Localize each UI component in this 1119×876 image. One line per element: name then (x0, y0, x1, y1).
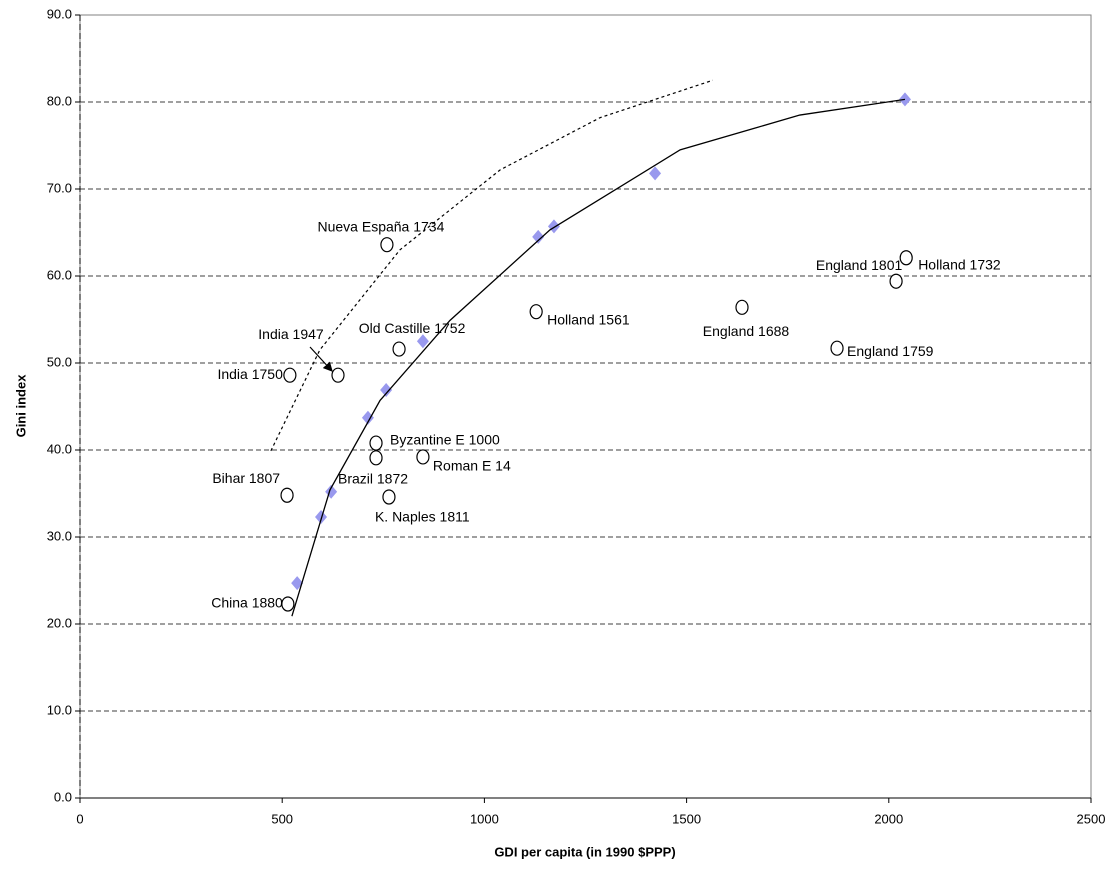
diamond-point (532, 229, 545, 244)
x-tick-label: 1500 (672, 811, 701, 826)
annotation-arrow (309, 346, 333, 372)
circle-point (889, 273, 903, 289)
y-tick-label: 0.0 (54, 789, 72, 804)
point-label: Byzantine E 1000 (390, 432, 500, 448)
x-tick-label: 0 (76, 811, 83, 826)
x-tick-label: 2000 (874, 811, 903, 826)
point-label: England 1801 (816, 257, 903, 273)
circle-point (331, 367, 345, 383)
y-axis-title: Gini index (13, 374, 28, 438)
point-label: Brazil 1872 (338, 471, 408, 487)
circle-point (281, 596, 295, 612)
circle-point (369, 435, 383, 451)
point-label: Old Castille 1752 (359, 320, 466, 336)
point-label: China 1880 (211, 595, 283, 611)
y-tick-label: 50.0 (47, 354, 72, 369)
diamond-point (547, 219, 560, 234)
circle-point (529, 304, 543, 320)
point-label: Holland 1561 (547, 311, 630, 327)
circle-point (283, 367, 297, 383)
point-label: India 1947 (258, 326, 324, 342)
diamond-point (416, 334, 429, 349)
x-tick-label: 2500 (1077, 811, 1106, 826)
diamond-point (315, 509, 328, 524)
diamond-point (361, 410, 374, 425)
circle-point (369, 450, 383, 466)
circle-point (382, 489, 396, 505)
point-label: India 1750 (217, 366, 283, 382)
circle-point (280, 487, 294, 503)
point-label: Nueva España 1734 (318, 218, 445, 234)
circle-point (830, 340, 844, 356)
x-tick-label: 500 (271, 811, 293, 826)
diamond-point (649, 166, 662, 181)
y-tick-label: 40.0 (47, 441, 72, 456)
y-tick-label: 90.0 (47, 6, 72, 21)
x-tick-label: 1000 (470, 811, 499, 826)
point-label: England 1759 (847, 343, 934, 359)
y-tick-label: 70.0 (47, 180, 72, 195)
y-tick-label: 30.0 (47, 528, 72, 543)
circle-point (735, 299, 749, 315)
circle-point (392, 341, 406, 357)
circle-point (899, 250, 913, 266)
y-tick-label: 80.0 (47, 93, 72, 108)
point-label: K. Naples 1811 (375, 509, 470, 525)
circle-point (380, 237, 394, 253)
diamond-point (380, 382, 393, 397)
plot-area (79, 14, 1092, 799)
x-axis-title: GDI per capita (in 1990 $PPP) (494, 844, 675, 859)
circle-point (416, 449, 430, 465)
trend-line (291, 98, 906, 617)
trend-line (270, 79, 714, 452)
y-tick-label: 60.0 (47, 267, 72, 282)
point-label: Holland 1732 (918, 256, 1001, 272)
point-label: Bihar 1807 (212, 470, 280, 486)
y-tick-label: 10.0 (47, 702, 72, 717)
y-tick-label: 20.0 (47, 615, 72, 630)
point-label: England 1688 (703, 323, 790, 339)
point-label: Roman E 14 (433, 458, 511, 474)
